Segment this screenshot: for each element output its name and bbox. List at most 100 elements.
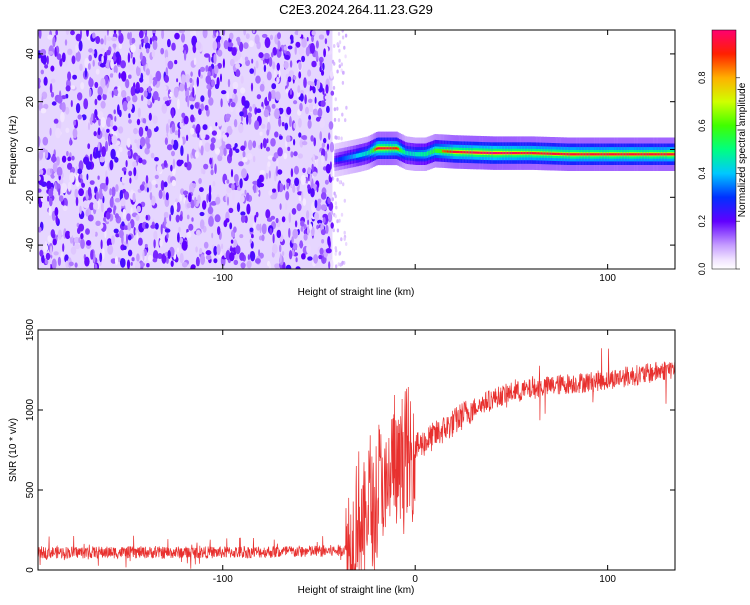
noise-cell — [133, 226, 136, 236]
signal-cell — [600, 153, 603, 156]
noise-cell — [127, 52, 131, 63]
noise-cell — [342, 70, 345, 75]
noise-cell — [126, 137, 131, 148]
noise-cell — [333, 117, 337, 122]
noise-cell — [188, 192, 192, 203]
noise-cell — [50, 245, 53, 256]
noise-cell — [270, 89, 276, 100]
noise-cell — [252, 30, 256, 34]
noise-cell — [259, 223, 262, 234]
signal-cell — [466, 151, 469, 154]
noise-cell — [205, 75, 212, 84]
noise-cell — [100, 239, 103, 250]
noise-cell — [285, 135, 291, 143]
noise-cell — [294, 220, 298, 228]
noise-cell — [56, 166, 63, 177]
noise-cell — [343, 230, 346, 235]
noise-cell — [251, 58, 254, 64]
signal-cell — [549, 152, 552, 155]
signal-cell — [368, 150, 370, 155]
noise-cell — [298, 132, 302, 138]
noise-cell — [161, 103, 168, 114]
noise-cell — [40, 193, 46, 203]
noise-cell — [98, 118, 101, 126]
signal-cell — [637, 153, 640, 156]
noise-cell — [315, 40, 319, 49]
noise-cell — [233, 119, 238, 128]
noise-cell — [111, 129, 114, 135]
noise-cell — [57, 83, 61, 90]
noise-cell — [195, 126, 198, 134]
noise-cell — [50, 78, 56, 84]
noise-cell — [321, 142, 326, 148]
signal-cell — [668, 153, 671, 156]
signal-cell — [363, 151, 366, 157]
noise-cell — [195, 41, 202, 50]
noise-cell — [163, 181, 168, 188]
noise-cell — [128, 119, 132, 124]
noise-cell — [123, 191, 130, 200]
noise-cell — [208, 55, 211, 63]
noise-cell — [179, 192, 183, 202]
noise-cell — [265, 172, 269, 180]
noise-cell — [70, 100, 73, 108]
noise-cell — [123, 245, 127, 250]
signal-cell — [653, 153, 655, 156]
noise-cell — [269, 34, 274, 40]
noise-cell — [167, 60, 174, 70]
noise-cell — [268, 190, 273, 196]
noise-cell — [130, 207, 133, 215]
noise-cell — [240, 75, 244, 84]
colorbar-tick-label: 0.8 — [697, 72, 707, 85]
noise-cell — [221, 243, 224, 250]
heatmap-noise — [38, 30, 348, 269]
noise-cell — [320, 192, 327, 200]
noise-cell — [118, 43, 123, 50]
signal-cell — [545, 152, 548, 155]
noise-cell — [130, 37, 136, 44]
noise-cell — [182, 43, 189, 55]
noise-cell — [272, 47, 278, 56]
noise-cell — [52, 162, 58, 173]
noise-cell — [320, 100, 326, 107]
y-tick-label: 500 — [25, 481, 36, 498]
signal-cell — [374, 148, 377, 151]
noise-cell — [238, 123, 244, 134]
noise-cell — [254, 106, 258, 115]
noise-cell — [243, 30, 247, 36]
noise-cell — [209, 126, 213, 134]
snr-line — [38, 348, 675, 570]
colorbar-tick-label: 0.0 — [697, 263, 707, 276]
noise-cell — [329, 141, 335, 153]
noise-cell — [138, 237, 143, 246]
signal-cell — [528, 152, 531, 155]
noise-cell — [259, 83, 265, 92]
noise-cell — [341, 80, 345, 85]
noise-cell — [296, 203, 302, 212]
signal-cell — [468, 151, 471, 154]
noise-cell — [43, 76, 48, 86]
noise-cell — [144, 42, 151, 50]
noise-cell — [343, 45, 346, 50]
signal-cell — [348, 155, 350, 160]
noise-cell — [153, 238, 156, 249]
noise-cell — [120, 197, 126, 207]
noise-cell — [239, 234, 244, 239]
noise-cell — [212, 223, 218, 233]
noise-cell — [252, 140, 257, 149]
noise-cell — [266, 71, 272, 81]
signal-cell — [454, 150, 457, 153]
noise-cell — [162, 190, 166, 201]
noise-cell — [74, 243, 80, 250]
signal-cell — [476, 151, 478, 154]
noise-cell — [192, 87, 195, 98]
noise-cell — [274, 131, 279, 138]
noise-cell — [74, 188, 78, 199]
signal-cell — [577, 153, 580, 156]
noise-cell — [102, 93, 107, 101]
noise-cell — [69, 172, 75, 183]
noise-cell — [229, 251, 235, 262]
noise-cell — [161, 253, 167, 264]
noise-cell — [209, 202, 212, 213]
noise-cell — [225, 143, 232, 150]
